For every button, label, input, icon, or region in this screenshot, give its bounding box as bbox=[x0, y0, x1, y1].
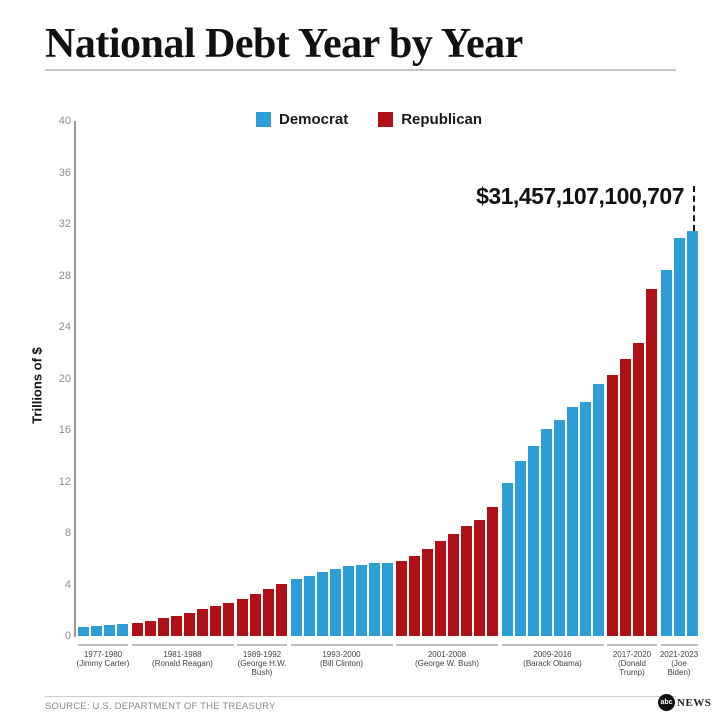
bar-2010 bbox=[514, 461, 526, 636]
y-tick-12: 12 bbox=[58, 475, 71, 488]
bar-1983 bbox=[157, 618, 169, 636]
abc-news-logo: abc NEWS bbox=[658, 694, 711, 711]
bar-2005 bbox=[448, 533, 459, 636]
bar-2012 bbox=[540, 429, 552, 636]
bar-2014 bbox=[566, 406, 578, 636]
bar-2018 bbox=[620, 358, 631, 636]
bar-2003 bbox=[422, 548, 433, 636]
x-axis-group-line bbox=[290, 644, 393, 646]
republican-swatch bbox=[378, 112, 394, 127]
bar-1980 bbox=[117, 624, 128, 636]
bar-1987 bbox=[209, 605, 221, 636]
x-axis-group-label: 2009-2016 (Barack Obama) bbox=[523, 650, 582, 668]
debt-total-annotation: $31,457,107,100,707 bbox=[476, 183, 684, 209]
chart-legend: Democrat Republican bbox=[256, 111, 482, 128]
bar-1997 bbox=[342, 566, 354, 636]
bar-2002 bbox=[409, 555, 420, 636]
bar-1988 bbox=[222, 602, 234, 636]
x-axis-group-line bbox=[660, 644, 698, 646]
y-tick-4: 4 bbox=[64, 578, 71, 591]
x-axis-group-line bbox=[396, 644, 498, 646]
bar-1986 bbox=[196, 608, 208, 636]
y-tick-36: 36 bbox=[58, 166, 71, 179]
bar-2001 bbox=[396, 561, 407, 636]
x-axis-group-line bbox=[607, 644, 657, 646]
bar-1995 bbox=[316, 572, 328, 636]
republican-legend-label: Republican bbox=[401, 111, 483, 128]
bar-2017 bbox=[607, 375, 618, 636]
x-axis-group-label: 1989-1992 (George H.W. Bush) bbox=[237, 650, 287, 677]
bar-2007 bbox=[474, 519, 485, 636]
bar-1984 bbox=[170, 615, 182, 636]
bar-2022 bbox=[673, 237, 685, 636]
bar-1992 bbox=[276, 583, 287, 636]
bar-2020 bbox=[646, 289, 657, 636]
bar-2015 bbox=[579, 402, 591, 636]
y-tick-24: 24 bbox=[58, 321, 71, 333]
democrat-legend-label: Democrat bbox=[279, 111, 349, 128]
bar-2013 bbox=[553, 420, 565, 636]
bar-1996 bbox=[329, 568, 341, 636]
bar-1994 bbox=[303, 575, 315, 636]
abc-news-wordmark: NEWS bbox=[677, 696, 712, 709]
y-tick-40: 40 bbox=[58, 115, 71, 127]
y-tick-8: 8 bbox=[64, 527, 71, 539]
bar-2009 bbox=[501, 482, 513, 636]
bar-1985 bbox=[183, 612, 195, 636]
x-axis-group-label: 2017-2020 (Donald Trump) bbox=[612, 650, 652, 677]
bar-2019 bbox=[633, 343, 644, 636]
x-axis-group-line bbox=[237, 644, 287, 646]
bar-2021 bbox=[660, 269, 672, 636]
y-tick-28: 28 bbox=[58, 269, 71, 282]
page-title: National Debt Year by Year bbox=[45, 21, 523, 67]
title-divider bbox=[45, 69, 676, 71]
bar-1981 bbox=[131, 623, 143, 636]
bar-2000 bbox=[381, 562, 393, 636]
bar-2004 bbox=[435, 540, 446, 636]
y-tick-0: 0 bbox=[64, 630, 71, 642]
source-credit: SOURCE: U.S. DEPARTMENT OF THE TREASURY bbox=[45, 701, 276, 712]
bar-1978 bbox=[91, 626, 102, 636]
x-axis-group-line bbox=[501, 644, 604, 646]
bar-2011 bbox=[527, 445, 539, 636]
bar-1979 bbox=[104, 625, 115, 636]
bar-1982 bbox=[144, 621, 156, 636]
x-axis-group-label: 2021-2023 (Joe Biden) bbox=[659, 650, 699, 677]
bar-1990 bbox=[250, 594, 261, 636]
bar-1991 bbox=[263, 588, 274, 636]
abc-logo-icon: abc bbox=[658, 694, 675, 711]
y-tick-20: 20 bbox=[58, 372, 71, 385]
bar-2016 bbox=[592, 384, 604, 636]
x-axis-group-label: 1977-1980 (Jimmy Carter) bbox=[76, 650, 130, 668]
democrat-swatch bbox=[256, 112, 271, 127]
x-axis-group-label: 2001-2008 (George W. Bush) bbox=[414, 650, 480, 668]
bar-1993 bbox=[290, 579, 302, 636]
x-axis-group-label: 1993-2000 (Bill Clinton) bbox=[319, 650, 364, 668]
bar-2023 bbox=[686, 230, 698, 636]
bar-2006 bbox=[461, 526, 472, 636]
y-tick-32: 32 bbox=[58, 218, 71, 230]
bar-1977 bbox=[78, 626, 89, 636]
x-axis-group-line bbox=[78, 644, 128, 646]
x-axis-group-label: 1981-1988 (Ronald Reagan) bbox=[152, 650, 213, 668]
annotation-dashed-pointer bbox=[693, 186, 695, 231]
bar-1989 bbox=[237, 599, 248, 636]
x-axis-group-line bbox=[131, 644, 234, 646]
bar-1998 bbox=[355, 564, 367, 636]
y-tick-16: 16 bbox=[58, 424, 71, 436]
footer-divider bbox=[45, 696, 676, 697]
bar-2008 bbox=[487, 506, 498, 636]
y-axis-line bbox=[74, 121, 76, 637]
bar-1999 bbox=[368, 563, 380, 636]
